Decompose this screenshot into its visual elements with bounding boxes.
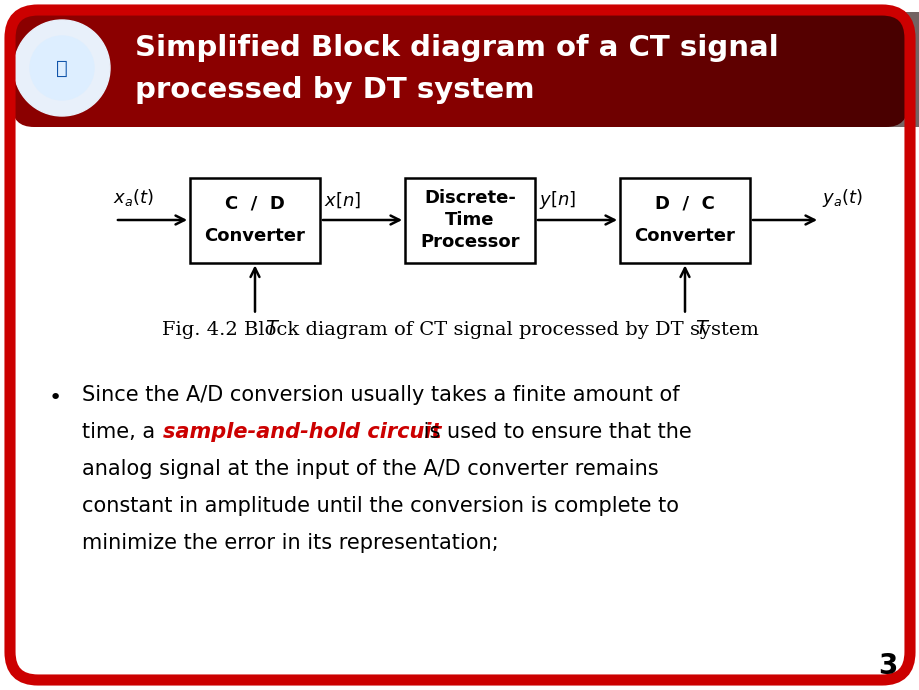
Bar <box>839 12 849 127</box>
Bar <box>499 12 509 127</box>
Circle shape <box>14 20 110 116</box>
Bar <box>404 177 535 262</box>
Bar <box>619 177 749 262</box>
Bar <box>749 12 759 127</box>
Text: Converter: Converter <box>634 227 734 245</box>
Bar <box>720 12 729 127</box>
Bar <box>889 12 899 127</box>
Bar <box>539 12 550 127</box>
Bar <box>679 12 689 127</box>
Bar <box>709 12 720 127</box>
Text: $x_a(t)$: $x_a(t)$ <box>113 188 153 208</box>
Bar <box>809 12 819 127</box>
Bar <box>420 12 429 127</box>
Bar <box>729 12 739 127</box>
Bar <box>490 12 499 127</box>
Bar <box>739 12 749 127</box>
Bar <box>429 12 439 127</box>
Text: Time: Time <box>445 211 494 229</box>
Bar <box>470 12 480 127</box>
Text: is used to ensure that the: is used to ensure that the <box>416 422 691 442</box>
Bar <box>779 12 789 127</box>
Text: $T$: $T$ <box>694 319 709 337</box>
Bar <box>460 12 470 127</box>
Bar <box>619 12 630 127</box>
Bar <box>560 12 570 127</box>
Bar <box>439 12 449 127</box>
Bar <box>789 12 800 127</box>
Text: Fig. 4.2 Block diagram of CT signal processed by DT system: Fig. 4.2 Block diagram of CT signal proc… <box>162 321 757 339</box>
Text: minimize the error in its representation;: minimize the error in its representation… <box>82 533 498 553</box>
Text: processed by DT system: processed by DT system <box>135 76 534 104</box>
Bar <box>819 12 829 127</box>
Text: Converter: Converter <box>204 227 305 245</box>
FancyBboxPatch shape <box>12 12 907 127</box>
Bar <box>829 12 839 127</box>
Text: 3: 3 <box>878 652 897 680</box>
Text: $x[n]$: $x[n]$ <box>323 190 360 210</box>
Text: D  /  C: D / C <box>654 195 714 213</box>
Text: sample-and-hold circuit: sample-and-hold circuit <box>163 422 440 442</box>
Bar <box>449 12 460 127</box>
Bar <box>650 12 659 127</box>
Text: $y_a(t)$: $y_a(t)$ <box>821 187 862 209</box>
Bar <box>879 12 889 127</box>
Bar <box>669 12 679 127</box>
Bar <box>550 12 560 127</box>
Text: analog signal at the input of the A/D converter remains: analog signal at the input of the A/D co… <box>82 459 658 479</box>
Text: Since the A/D conversion usually takes a finite amount of: Since the A/D conversion usually takes a… <box>82 385 679 405</box>
Bar <box>570 12 579 127</box>
Bar <box>800 12 809 127</box>
Bar <box>769 12 779 127</box>
Bar <box>869 12 879 127</box>
Text: $y[n]$: $y[n]$ <box>539 189 575 211</box>
Text: time, a: time, a <box>82 422 162 442</box>
Text: Simplified Block diagram of a CT signal: Simplified Block diagram of a CT signal <box>135 34 777 62</box>
Bar <box>699 12 709 127</box>
Bar <box>859 12 869 127</box>
Text: •: • <box>49 388 62 408</box>
Bar <box>899 12 909 127</box>
Text: Discrete-: Discrete- <box>424 189 516 207</box>
Bar <box>529 12 539 127</box>
Text: 大: 大 <box>56 59 68 77</box>
Text: C  /  D: C / D <box>225 195 285 213</box>
Bar <box>509 12 519 127</box>
Bar <box>759 12 769 127</box>
Bar <box>589 12 599 127</box>
Bar <box>599 12 609 127</box>
Text: Processor: Processor <box>420 233 519 251</box>
Bar <box>689 12 699 127</box>
Bar <box>630 12 640 127</box>
Bar <box>909 12 919 127</box>
Text: constant in amplitude until the conversion is complete to: constant in amplitude until the conversi… <box>82 496 678 516</box>
Text: $T$: $T$ <box>265 319 280 337</box>
Bar <box>579 12 589 127</box>
Bar <box>640 12 650 127</box>
Bar <box>659 12 669 127</box>
Bar <box>519 12 529 127</box>
Bar <box>609 12 619 127</box>
Bar <box>849 12 859 127</box>
Bar <box>480 12 490 127</box>
Bar <box>190 177 320 262</box>
Circle shape <box>30 36 94 100</box>
